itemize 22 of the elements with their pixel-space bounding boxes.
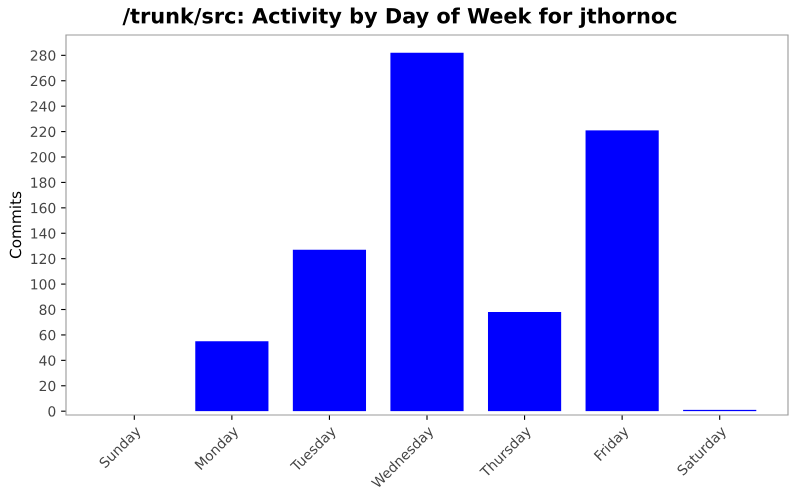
y-tick-label: 220	[30, 126, 56, 138]
y-tick-label: 60	[40, 330, 56, 340]
y-tick-label: 280	[30, 50, 56, 61]
y-tick-label: 20	[40, 380, 56, 392]
y-tick-label: 160	[31, 202, 56, 214]
bar	[390, 52, 464, 412]
y-tick-label: 0	[48, 406, 56, 417]
chart-title: /trunk/src: Activity by Day of Week for jthornoc	[122, 8, 676, 28]
bar	[488, 312, 562, 412]
y-tick-label: 140	[31, 228, 56, 239]
y-axis-title: Commits	[9, 192, 22, 258]
bar	[195, 341, 268, 412]
y-tick-label: 200	[30, 152, 56, 162]
y-tick-label: 120	[31, 254, 56, 264]
y-tick-label: 100	[31, 279, 56, 290]
y-tick-label: 180	[31, 177, 56, 188]
bar	[586, 130, 659, 412]
bar	[292, 250, 366, 412]
y-tick-label: 260	[30, 76, 56, 86]
y-tick-label: 40	[39, 355, 56, 366]
y-tick-label: 240	[30, 101, 56, 112]
y-tick-label: 80	[40, 304, 56, 315]
